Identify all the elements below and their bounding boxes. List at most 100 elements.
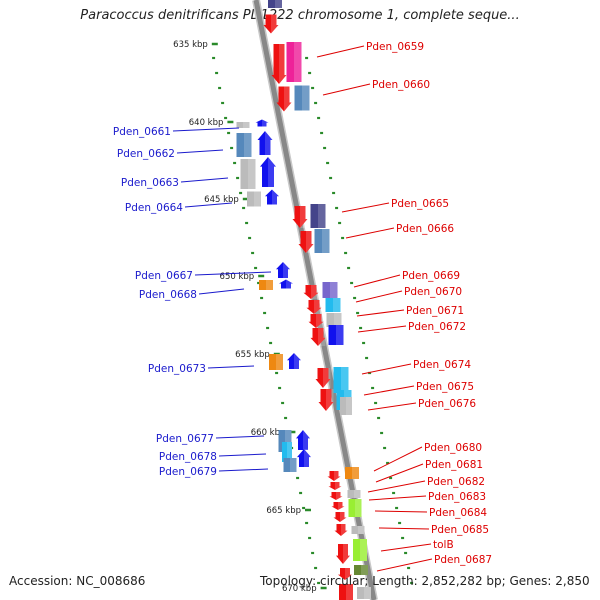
gene-feature[interactable] xyxy=(322,282,338,298)
gene-label[interactable]: Pden_0661 xyxy=(113,126,171,138)
gene-label[interactable]: Pden_0682 xyxy=(427,476,485,488)
gene-label[interactable]: Pden_0687 xyxy=(434,554,492,566)
gene-arrow-forward[interactable] xyxy=(265,189,279,205)
gene-arrow-reverse[interactable] xyxy=(310,328,326,346)
gene-label[interactable]: Pden_0663 xyxy=(121,177,179,189)
gene-arrow-forward[interactable] xyxy=(287,353,301,369)
gene-arrow-reverse[interactable] xyxy=(327,471,341,481)
gene-label[interactable]: Pden_0681 xyxy=(425,459,483,471)
gene-feature[interactable] xyxy=(259,280,273,290)
gene-arrow-reverse[interactable] xyxy=(328,482,342,490)
gene-label[interactable]: Pden_0671 xyxy=(406,305,464,317)
gene-label[interactable]: Pden_0659 xyxy=(366,41,424,53)
gene-feature[interactable] xyxy=(348,499,362,517)
gene-label[interactable]: Pden_0670 xyxy=(404,286,462,298)
gene-label[interactable]: Pden_0668 xyxy=(139,289,197,301)
gene-feature[interactable] xyxy=(294,85,310,111)
gene-shading xyxy=(341,524,348,536)
gene-label[interactable]: Pden_0664 xyxy=(125,202,183,214)
gene-feature[interactable] xyxy=(236,122,250,128)
gene-feature[interactable] xyxy=(326,313,342,327)
gene-feature[interactable] xyxy=(340,397,352,415)
gene-arrow-reverse[interactable] xyxy=(318,389,334,411)
gene-label[interactable]: Pden_0683 xyxy=(428,491,486,503)
gene-arrow-reverse[interactable] xyxy=(329,492,343,500)
gene-feature[interactable] xyxy=(247,191,261,207)
gene-feature[interactable] xyxy=(354,565,368,575)
gene-arrow-forward[interactable] xyxy=(255,119,269,127)
gene-label[interactable]: Pden_0673 xyxy=(148,363,206,375)
gene-label[interactable]: Pden_0672 xyxy=(408,321,466,333)
gene-arrow-reverse[interactable] xyxy=(263,14,279,34)
gene-shading xyxy=(304,449,311,467)
gene-feature[interactable] xyxy=(328,325,344,345)
gene-arrow-forward[interactable] xyxy=(276,262,290,278)
gene-label[interactable]: Pden_0666 xyxy=(396,223,454,235)
gene-feature[interactable] xyxy=(286,42,302,82)
gene-feature[interactable] xyxy=(268,0,282,8)
gene-callout-line xyxy=(184,202,233,208)
gene-feature[interactable] xyxy=(325,298,341,312)
gene-label[interactable]: Pden_0680 xyxy=(424,442,482,454)
gene-feature[interactable] xyxy=(282,442,292,462)
gene-arrow-reverse[interactable] xyxy=(306,300,322,314)
gene-feature[interactable] xyxy=(345,467,359,479)
gene-arrow-reverse[interactable] xyxy=(276,86,292,112)
gene-label[interactable]: Pden_0676 xyxy=(418,398,476,410)
gene-arrow-reverse[interactable] xyxy=(334,524,348,536)
scale-label: 650 kbp xyxy=(220,272,255,282)
gene-label[interactable]: Pden_0685 xyxy=(431,524,489,536)
gene-arrow-forward[interactable] xyxy=(257,131,273,155)
gene-label[interactable]: tolB xyxy=(433,539,454,551)
gene-feature[interactable] xyxy=(236,133,252,157)
gene-feature[interactable] xyxy=(357,587,371,599)
gene-label[interactable]: Pden_0660 xyxy=(372,79,430,91)
gene-arrow-reverse[interactable] xyxy=(308,314,324,328)
gene-arrow-reverse[interactable] xyxy=(271,44,287,84)
gene-label[interactable]: Pden_0674 xyxy=(413,359,471,371)
gene-feature[interactable] xyxy=(353,539,367,561)
gene-feature[interactable] xyxy=(269,354,283,370)
gene-feature[interactable] xyxy=(347,490,361,498)
gene-label[interactable]: Pden_0677 xyxy=(156,433,214,445)
gene-feature[interactable] xyxy=(351,526,365,534)
gene-arrow-forward[interactable] xyxy=(260,157,276,187)
gene-label[interactable]: Pden_0679 xyxy=(159,466,217,478)
gene-label[interactable]: Pden_0667 xyxy=(135,270,193,282)
gene-arrow-reverse[interactable] xyxy=(315,368,331,388)
gene-arrow-forward[interactable] xyxy=(296,430,310,450)
gene-arrow-reverse[interactable] xyxy=(338,568,352,580)
gene-label[interactable]: Pden_0665 xyxy=(391,198,449,210)
gene-label[interactable]: Pden_0669 xyxy=(402,270,460,282)
gene-arrow-reverse[interactable] xyxy=(333,512,347,522)
gene-label[interactable]: Pden_0684 xyxy=(429,507,487,519)
gene-callout-line xyxy=(380,543,432,552)
gene-shading xyxy=(336,325,344,345)
gene-arrow-forward[interactable] xyxy=(279,279,293,289)
gene-callout-line xyxy=(345,227,395,239)
gene-arrow-reverse[interactable] xyxy=(303,285,319,299)
gene-feature[interactable] xyxy=(283,458,297,472)
gene-feature[interactable] xyxy=(314,229,330,253)
gene-arrow-forward[interactable] xyxy=(297,449,311,467)
gene-feature[interactable] xyxy=(310,204,326,228)
gene-label[interactable]: Pden_0675 xyxy=(416,381,474,393)
gene-arrow-reverse[interactable] xyxy=(292,206,308,228)
gene-shading xyxy=(271,14,279,34)
gene-label[interactable]: Pden_0662 xyxy=(117,148,175,160)
gene-label[interactable]: Pden_0678 xyxy=(159,451,217,463)
gene-shading xyxy=(290,458,297,472)
gene-shading xyxy=(322,229,330,253)
gene-shading xyxy=(279,44,287,84)
scale-label: 655 kbp xyxy=(235,350,270,360)
gene-callout-line xyxy=(356,309,405,317)
gene-arrow-reverse[interactable] xyxy=(298,231,314,253)
gene-feature[interactable] xyxy=(240,159,256,189)
gene-shading xyxy=(294,42,302,82)
gene-feature[interactable] xyxy=(339,584,353,600)
gene-feature[interactable] xyxy=(333,367,349,393)
gene-arrow-reverse[interactable] xyxy=(331,502,345,510)
gene-shading xyxy=(244,133,252,157)
gene-arrow-reverse[interactable] xyxy=(336,544,350,564)
